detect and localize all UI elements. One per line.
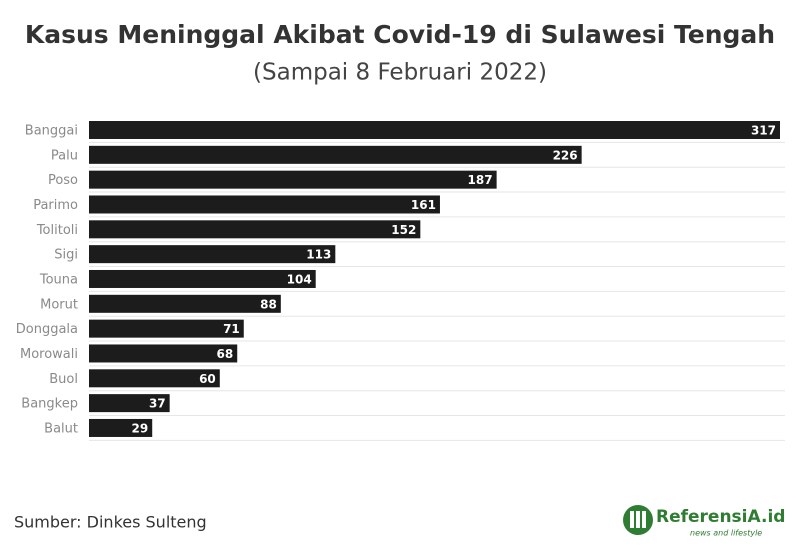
logo-icon-bar bbox=[636, 511, 640, 528]
chart-subtitle: (Sampai 8 Februari 2022) bbox=[253, 60, 547, 86]
category-label: Donggala bbox=[16, 322, 78, 337]
category-label: Parimo bbox=[33, 198, 78, 213]
value-label: 317 bbox=[751, 124, 776, 138]
category-label: Palu bbox=[51, 148, 78, 163]
bar bbox=[89, 220, 421, 239]
bar bbox=[89, 418, 153, 437]
category-label: Tolitoli bbox=[36, 223, 78, 238]
bar bbox=[89, 145, 582, 164]
bar bbox=[89, 121, 780, 139]
value-label: 226 bbox=[553, 148, 578, 162]
value-label: 60 bbox=[199, 372, 216, 386]
value-label: 104 bbox=[287, 272, 312, 286]
value-label: 113 bbox=[306, 248, 331, 262]
category-label: Banggai bbox=[25, 124, 78, 139]
bar bbox=[89, 369, 220, 388]
category-label: Balut bbox=[44, 421, 78, 436]
bar bbox=[89, 195, 440, 214]
value-label: 161 bbox=[411, 198, 436, 212]
source: Sumber: Dinkes Sulteng bbox=[14, 513, 207, 532]
category-label: Poso bbox=[48, 173, 78, 188]
bar bbox=[89, 294, 281, 313]
value-label: 68 bbox=[217, 347, 234, 361]
bar bbox=[89, 245, 336, 264]
category-label: Bangkep bbox=[21, 397, 78, 412]
category-label: Touna bbox=[39, 272, 78, 287]
logo-icon-bar bbox=[630, 511, 634, 528]
bar bbox=[89, 269, 316, 288]
value-label: 187 bbox=[468, 173, 493, 187]
category-label: Buol bbox=[49, 372, 78, 387]
value-label: 152 bbox=[391, 223, 416, 237]
chart-title: Kasus Meninggal Akibat Covid-19 di Sulaw… bbox=[25, 20, 775, 49]
logo-tagline: news and lifestyle bbox=[690, 529, 762, 538]
logo-icon-bar bbox=[642, 511, 646, 528]
bar bbox=[89, 319, 244, 338]
value-label: 29 bbox=[132, 421, 149, 435]
value-label: 88 bbox=[260, 297, 277, 311]
bar bbox=[89, 170, 497, 189]
logo-name: ReferensiA.id bbox=[656, 507, 785, 527]
logo: ReferensiA.id news and lifestyle bbox=[623, 505, 785, 538]
category-label: Morut bbox=[40, 297, 78, 312]
category-label: Sigi bbox=[54, 248, 78, 263]
value-label: 71 bbox=[223, 322, 240, 336]
bar bbox=[89, 394, 170, 413]
bar bbox=[89, 344, 238, 363]
category-label: Morowali bbox=[20, 347, 78, 362]
value-label: 37 bbox=[149, 397, 166, 411]
